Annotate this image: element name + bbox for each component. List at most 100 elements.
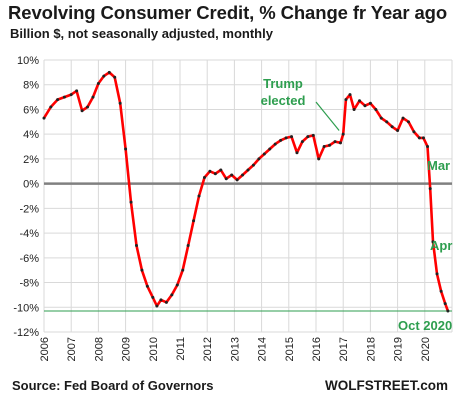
data-point: [91, 95, 95, 99]
data-point: [96, 81, 100, 85]
data-point: [241, 173, 245, 177]
data-point: [333, 140, 337, 144]
data-point: [352, 107, 356, 111]
data-point: [69, 93, 73, 97]
data-point: [439, 289, 443, 293]
annotation-label: Oct 2020: [398, 318, 452, 333]
data-point: [159, 298, 163, 302]
x-tick-label: 2009: [121, 337, 133, 361]
data-point: [140, 268, 144, 272]
y-tick-label: -8%: [19, 278, 39, 290]
data-point: [80, 109, 84, 113]
data-point: [134, 243, 138, 247]
brand-label: WOLFSTREET.com: [324, 378, 448, 393]
data-point: [446, 309, 450, 313]
chart-subtitle: Billion $, not seasonally adjusted, mont…: [10, 26, 273, 41]
data-point: [75, 89, 79, 93]
data-point: [102, 74, 106, 78]
data-point: [295, 151, 299, 155]
series-line: [42, 71, 450, 312]
data-point: [113, 75, 117, 79]
x-tick-label: 2013: [229, 337, 241, 361]
y-tick-label: 6%: [23, 104, 39, 116]
data-point: [62, 95, 66, 99]
data-point: [192, 219, 196, 223]
data-point: [368, 101, 372, 105]
data-point: [186, 243, 190, 247]
data-point: [155, 304, 159, 308]
data-point: [124, 147, 128, 151]
annotation-arrow: [315, 101, 340, 131]
x-tick-label: 2006: [39, 337, 51, 361]
data-point: [428, 187, 432, 191]
data-point: [197, 194, 201, 198]
data-point: [341, 132, 345, 136]
data-point: [279, 138, 283, 142]
data-point: [86, 105, 90, 109]
data-point: [151, 295, 155, 299]
data-point: [145, 284, 149, 288]
annotation-label: Trump: [263, 76, 303, 91]
data-point: [396, 128, 400, 132]
data-point: [129, 200, 133, 204]
data-point: [431, 240, 435, 244]
data-point: [164, 300, 168, 304]
data-point: [170, 293, 174, 297]
data-point: [219, 168, 223, 172]
data-point: [118, 101, 122, 105]
data-point: [344, 98, 348, 102]
x-tick-label: 2017: [338, 337, 350, 361]
data-point: [251, 163, 255, 167]
data-point: [246, 168, 250, 172]
data-point: [300, 140, 304, 144]
y-tick-label: -12%: [13, 327, 39, 339]
x-tick-label: 2011: [175, 337, 187, 361]
data-point: [406, 120, 410, 124]
data-point: [208, 169, 212, 173]
y-tick-label: -6%: [19, 253, 39, 265]
y-tick-label: -10%: [13, 302, 39, 314]
y-tick-label: 2%: [23, 154, 39, 166]
x-tick-label: 2020: [420, 337, 432, 361]
data-point: [262, 152, 266, 156]
data-point: [273, 142, 277, 146]
data-point: [107, 70, 111, 74]
data-point: [322, 145, 326, 149]
data-point: [385, 120, 389, 124]
data-point: [317, 157, 321, 161]
x-tick-label: 2018: [365, 337, 377, 361]
data-point: [401, 116, 405, 120]
y-tick-label: -2%: [19, 203, 39, 215]
data-point: [412, 130, 416, 134]
annotation-label: Mar: [427, 158, 450, 173]
data-point: [348, 93, 352, 97]
data-point: [181, 268, 185, 272]
x-tick-label: 2015: [284, 337, 296, 361]
data-point: [338, 141, 342, 145]
data-point: [235, 178, 239, 182]
x-tick-label: 2014: [257, 337, 269, 361]
x-tick-label: 2012: [202, 337, 214, 361]
data-point: [421, 136, 425, 140]
x-tick-label: 2016: [311, 337, 323, 361]
data-point: [56, 98, 60, 102]
data-point: [306, 135, 310, 139]
data-point: [363, 104, 367, 108]
data-point: [257, 157, 261, 161]
data-point: [175, 283, 179, 287]
x-tick-label: 2008: [93, 337, 105, 361]
chart-title: Revolving Consumer Credit, % Change fr Y…: [8, 2, 448, 23]
data-point: [49, 105, 53, 109]
data-point: [213, 172, 217, 176]
x-tick-label: 2010: [148, 337, 160, 361]
data-point: [435, 272, 439, 276]
x-tick-label: 2007: [66, 337, 78, 361]
data-point: [443, 302, 447, 306]
data-point: [42, 116, 46, 120]
x-tick-label: 2019: [393, 337, 405, 361]
y-tick-label: -4%: [19, 228, 39, 240]
data-point: [328, 143, 332, 147]
annotation-label: elected: [261, 93, 306, 108]
data-point: [224, 177, 228, 181]
